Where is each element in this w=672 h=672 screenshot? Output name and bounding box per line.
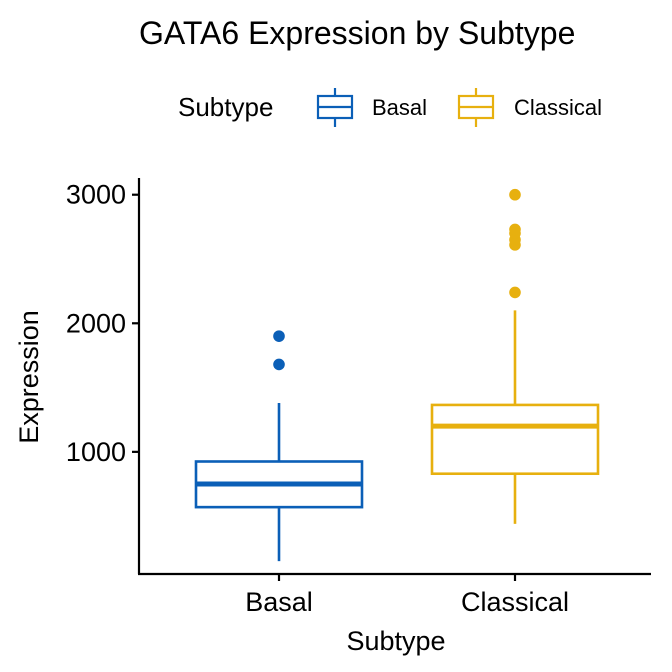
box-classical	[430, 188, 600, 524]
box-rect-classical	[430, 403, 600, 476]
outlier-point-classical-5	[509, 188, 521, 201]
box-basal	[194, 330, 364, 562]
legend: Subtype Basal Classical	[178, 88, 602, 127]
y-tick-label-1: 2000	[66, 308, 126, 338]
y-tick-label-0: 1000	[66, 437, 126, 467]
plot-area	[194, 188, 600, 562]
legend-key-basal	[316, 88, 354, 127]
y-tick-label-2: 3000	[66, 180, 126, 210]
legend-label-basal: Basal	[372, 95, 427, 120]
outlier-point-basal-0	[273, 358, 285, 371]
legend-title: Subtype	[178, 92, 273, 122]
outlier-point-classical-4	[509, 223, 521, 236]
outlier-point-classical-0	[509, 286, 521, 299]
x-tick-label-classical: Classical	[461, 587, 569, 617]
outlier-point-basal-1	[273, 330, 285, 342]
legend-key-classical	[457, 88, 495, 127]
x-axis-ticks: Basal Classical	[245, 574, 569, 617]
x-axis-title: Subtype	[346, 626, 445, 656]
legend-label-classical: Classical	[514, 95, 602, 120]
y-axis-title: Expression	[14, 310, 44, 444]
y-axis-ticks: 1000 2000 3000	[66, 180, 139, 467]
x-tick-label-basal: Basal	[245, 587, 313, 617]
chart-title: GATA6 Expression by Subtype	[139, 15, 575, 51]
